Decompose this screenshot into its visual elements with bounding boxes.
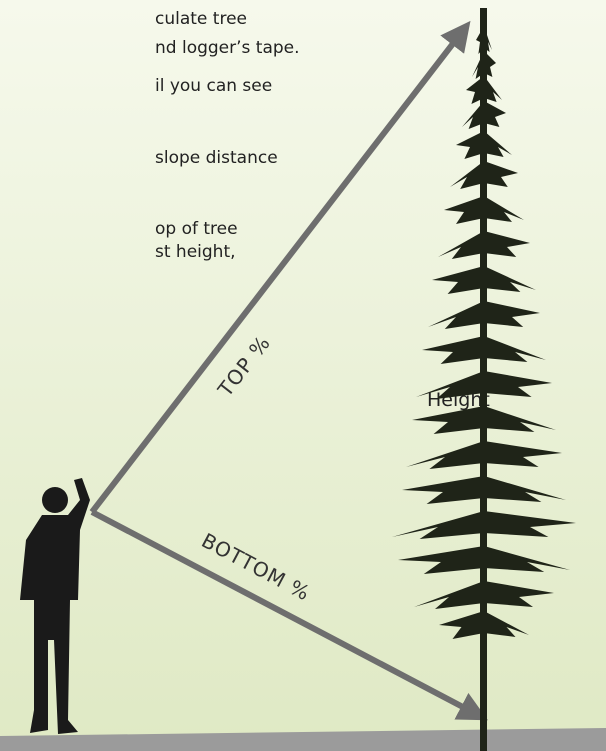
page: culate tree nd logger’s tape. il you can… [0, 0, 606, 751]
instruction-line: slope distance [155, 148, 278, 168]
person-head [42, 487, 68, 513]
instruction-line: st height, [155, 242, 236, 262]
instruction-line: culate tree [155, 9, 247, 29]
illustration: culate tree nd logger’s tape. il you can… [0, 0, 606, 751]
background [0, 0, 606, 751]
instruction-line: op of tree [155, 219, 238, 239]
instruction-line: nd logger’s tape. [155, 38, 300, 58]
instruction-line: il you can see [155, 76, 272, 96]
